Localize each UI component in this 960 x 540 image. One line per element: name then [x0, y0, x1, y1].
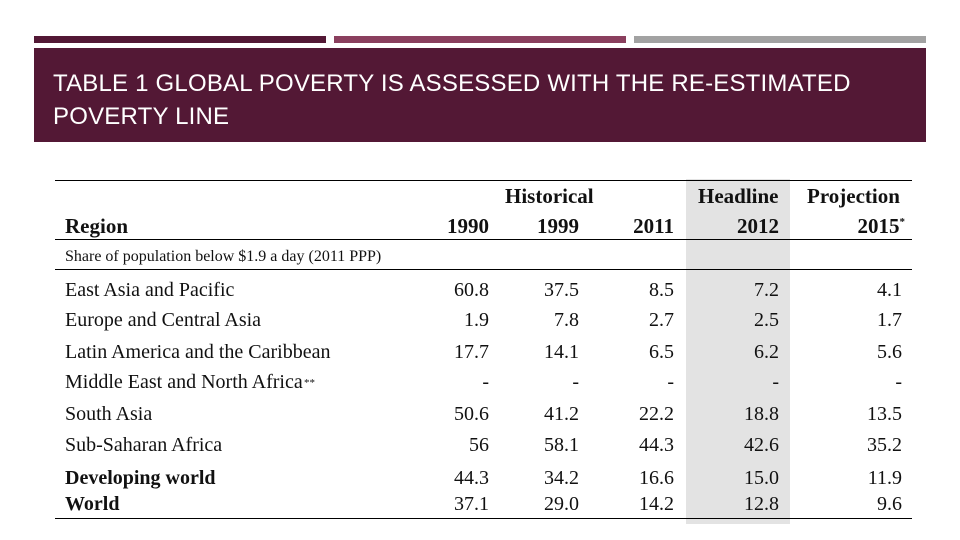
accent-bar-right	[634, 36, 926, 43]
section-rule	[55, 269, 912, 270]
column-header-region: Region	[65, 214, 128, 238]
slide-title: TABLE 1 GLOBAL POVERTY IS ASSESSED WITH …	[53, 67, 926, 133]
cell-1990: 60.8	[454, 279, 489, 301]
slide-title-line-1: TABLE 1 GLOBAL POVERTY IS ASSESSED WITH …	[53, 70, 851, 97]
poverty-table: Historical Headline Projection Region 19…	[55, 179, 915, 524]
cell-2011: 8.5	[649, 279, 674, 301]
cell-1999: -	[572, 371, 579, 393]
header-rule	[55, 239, 912, 240]
section-label: Share of population below $1.9 a day (20…	[65, 248, 382, 265]
group-header-projection: Projection	[807, 184, 900, 208]
cell-1999: 41.2	[544, 403, 579, 425]
cell-1990: 37.1	[454, 493, 489, 515]
cell-region: Latin America and the Caribbean	[65, 341, 331, 363]
cell-region: Europe and Central Asia	[65, 309, 262, 331]
cell-2011: 14.2	[639, 493, 674, 515]
cell-2012: 7.2	[754, 279, 779, 301]
cell-2015: 11.9	[867, 467, 902, 489]
group-header-headline: Headline	[698, 184, 779, 208]
cell-2012: 2.5	[754, 309, 779, 331]
cell-1999: 34.2	[544, 467, 579, 489]
cell-2015: 5.6	[877, 341, 902, 363]
cell-2015: -	[895, 371, 902, 393]
cell-region: East Asia and Pacific	[65, 279, 235, 301]
cell-1999: 7.8	[554, 309, 579, 331]
cell-2015: 35.2	[867, 434, 902, 456]
cell-2015: 9.6	[877, 493, 902, 515]
cell-2012: 6.2	[754, 341, 779, 363]
cell-1999: 14.1	[544, 341, 579, 363]
column-header-2015: 2015*	[815, 214, 906, 238]
column-header-2015-year: 2015	[857, 214, 900, 238]
cell-2015: 13.5	[867, 403, 902, 425]
cell-2011: 16.6	[639, 467, 674, 489]
cell-region: Sub-Saharan Africa	[65, 434, 223, 456]
accent-bar-middle	[334, 36, 626, 43]
cell-1990: -	[482, 371, 489, 393]
cell-1990: 50.6	[454, 403, 489, 425]
cell-2012: -	[772, 371, 779, 393]
cell-region: World	[65, 493, 120, 515]
column-header-2012: 2012	[737, 214, 779, 238]
cell-region: South Asia	[65, 403, 153, 425]
cell-2011: 44.3	[639, 434, 674, 456]
column-header-1999: 1999	[537, 214, 579, 238]
cell-2012: 15.0	[744, 467, 779, 489]
accent-bar-left	[34, 36, 326, 43]
column-header-2015-footnote-mark: *	[899, 216, 906, 228]
cell-2011: -	[667, 371, 674, 393]
cell-2011: 22.2	[639, 403, 674, 425]
cell-1990: 56	[469, 434, 489, 456]
headline-column-shading	[686, 179, 790, 524]
cell-1990: 1.9	[464, 309, 489, 331]
cell-2015: 4.1	[877, 279, 902, 301]
cell-1999: 29.0	[544, 493, 579, 515]
cell-1999: 58.1	[544, 434, 579, 456]
table-top-rule	[55, 180, 912, 181]
cell-2012: 12.8	[744, 493, 779, 515]
column-header-1990: 1990	[447, 214, 489, 238]
cell-1990: 44.3	[454, 467, 489, 489]
cell-1999: 37.5	[544, 279, 579, 301]
cell-1990: 17.7	[454, 341, 489, 363]
title-banner: TABLE 1 GLOBAL POVERTY IS ASSESSED WITH …	[34, 48, 926, 142]
cell-2012: 42.6	[744, 434, 779, 456]
cell-2011: 2.7	[649, 309, 674, 331]
cell-region: Developing world	[65, 467, 216, 489]
cell-region: Middle East and North Africa	[65, 371, 303, 393]
cell-region-footnote-mark: **	[304, 377, 315, 389]
group-header-historical: Historical	[505, 184, 594, 208]
column-header-2011: 2011	[633, 214, 674, 238]
cell-2012: 18.8	[744, 403, 779, 425]
cell-2011: 6.5	[649, 341, 674, 363]
table-bottom-rule	[55, 518, 912, 519]
cell-2015: 1.7	[877, 309, 902, 331]
slide-title-line-2: POVERTY LINE	[53, 103, 230, 130]
